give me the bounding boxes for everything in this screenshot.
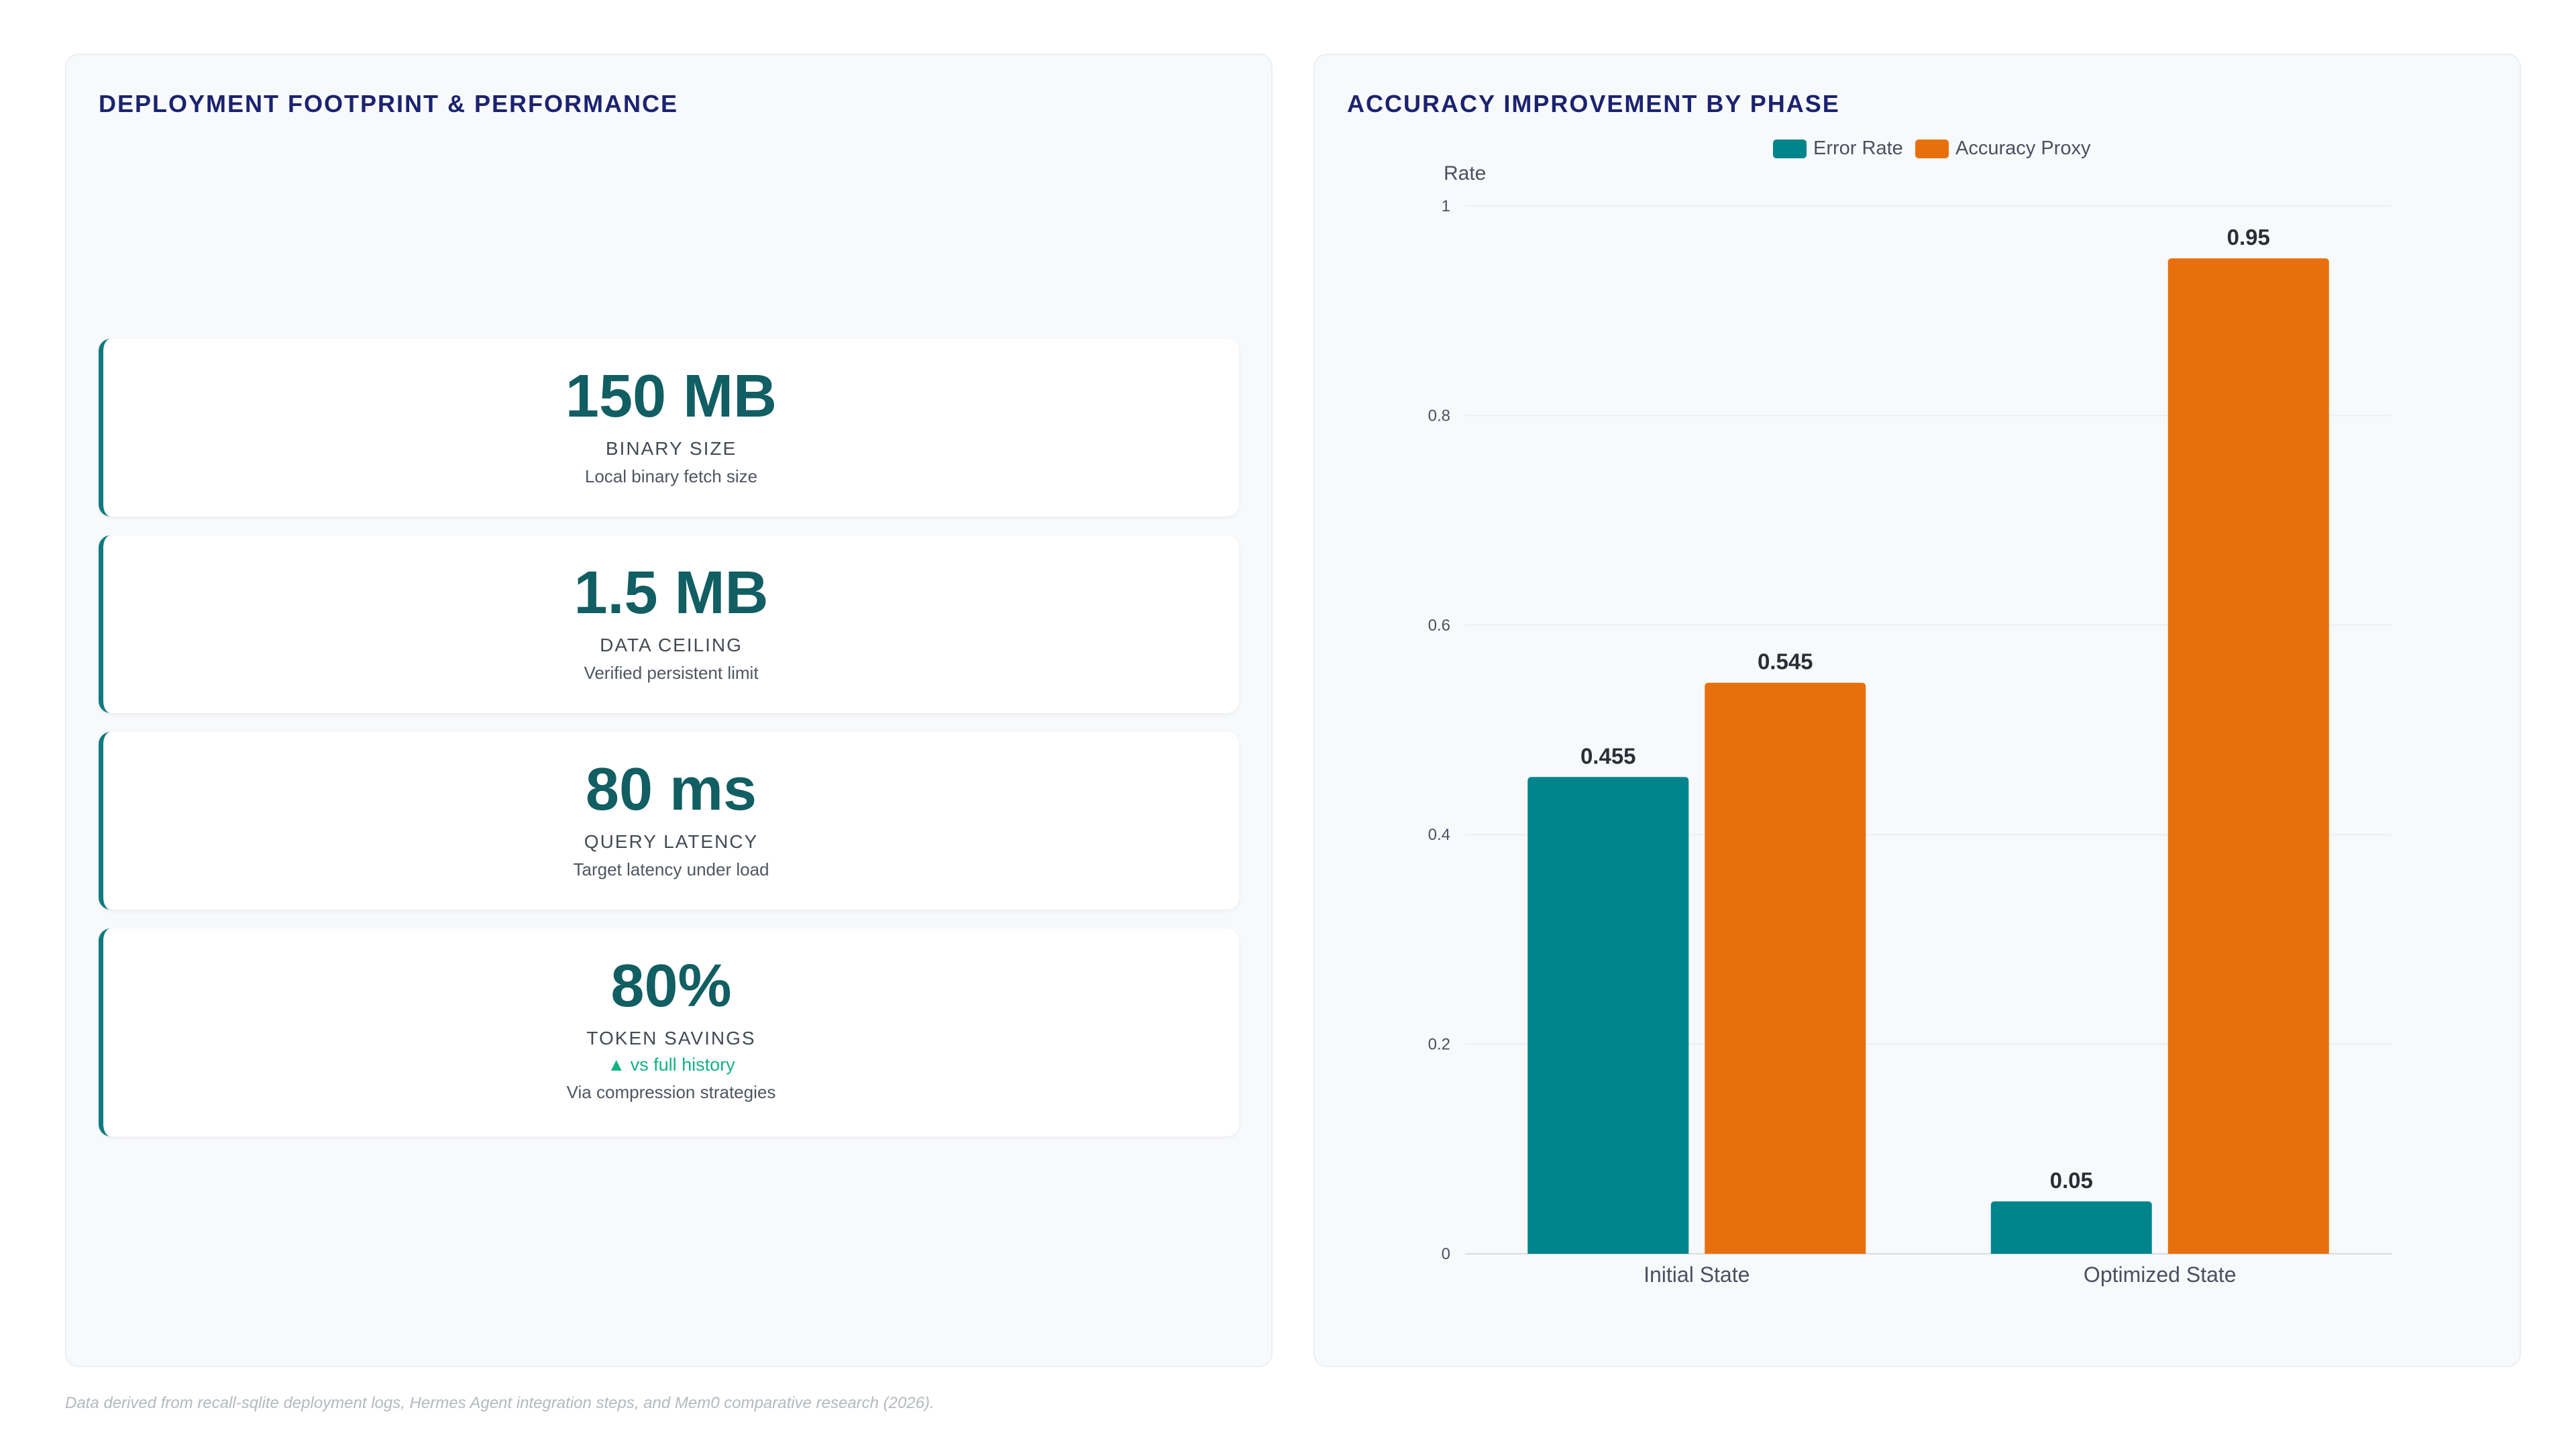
bar-value-label: 0.545 xyxy=(1758,649,1813,674)
kpi-value: 150 MB xyxy=(565,363,777,430)
bar-value-label: 0.455 xyxy=(1580,743,1636,768)
kpi-card-query-latency: 80 ms QUERY LATENCY Target latency under… xyxy=(99,732,1239,910)
kpi-card-data-ceiling: 1.5 MB DATA CEILING Verified persistent … xyxy=(99,535,1239,713)
bar xyxy=(1990,1201,2152,1254)
y-tick-label: 0.2 xyxy=(1428,1036,1450,1054)
y-tick-label: 1 xyxy=(1442,197,1450,215)
legend-label: Accuracy Proxy xyxy=(1955,138,2091,159)
accuracy-bar-chart: 0 0.2 0.4 0.6 0.8 1 Rate 0.455 0.545 Initial Stat… xyxy=(1428,138,2392,1287)
kpi-value: 80% xyxy=(610,953,732,1020)
kpi-value: 1.5 MB xyxy=(574,559,769,627)
y-tick-label: 0.6 xyxy=(1428,616,1450,635)
deployment-panel-title: DEPLOYMENT FOOTPRINT & PERFORMANCE xyxy=(99,90,679,117)
bar xyxy=(1527,777,1689,1254)
y-tick-label: 0.4 xyxy=(1428,826,1450,844)
kpi-label: DATA CEILING xyxy=(600,635,743,655)
kpi-card-binary-size: 150 MB BINARY SIZE Local binary fetch si… xyxy=(99,339,1239,517)
kpi-value: 80 ms xyxy=(585,756,757,823)
x-category-label: Optimized State xyxy=(2084,1263,2237,1287)
kpi-card-token-savings: 80% TOKEN SAVINGS ▲ vs full history Via … xyxy=(99,928,1239,1136)
x-category-label: Initial State xyxy=(1644,1263,1750,1287)
kpi-subtitle: Verified persistent limit xyxy=(584,663,759,683)
kpi-stack: 150 MB BINARY SIZE Local binary fetch si… xyxy=(99,339,1239,1155)
bar xyxy=(2167,258,2329,1254)
bar-value-label: 0.95 xyxy=(2227,225,2270,250)
kpi-label: TOKEN SAVINGS xyxy=(586,1028,756,1049)
kpi-label: BINARY SIZE xyxy=(605,438,737,459)
y-tick-label: 0 xyxy=(1442,1245,1450,1263)
footnote: Data derived from recall-sqlite deployme… xyxy=(65,1394,934,1412)
bar xyxy=(1705,682,1866,1254)
legend-swatch xyxy=(1915,140,1949,158)
y-tick-label: 0.8 xyxy=(1428,407,1450,425)
bar-value-label: 0.05 xyxy=(2050,1168,2093,1193)
legend-label: Error Rate xyxy=(1813,138,1903,159)
kpi-subtitle: Target latency under load xyxy=(573,859,769,879)
deployment-panel: DEPLOYMENT FOOTPRINT & PERFORMANCE 150 M… xyxy=(65,54,1273,1367)
accuracy-panel-title: ACCURACY IMPROVEMENT BY PHASE xyxy=(1347,90,1840,117)
y-axis-title: Rate xyxy=(1444,162,1486,184)
accuracy-panel: ACCURACY IMPROVEMENT BY PHASE 0 0.2 0.4 0.6… xyxy=(1313,54,2521,1367)
kpi-label: QUERY LATENCY xyxy=(584,831,759,852)
kpi-subtitle: Via compression strategies xyxy=(566,1082,776,1102)
kpi-trend-indicator: ▲ vs full history xyxy=(607,1055,735,1075)
kpi-subtitle: Local binary fetch size xyxy=(584,466,758,486)
legend-swatch xyxy=(1773,140,1807,158)
